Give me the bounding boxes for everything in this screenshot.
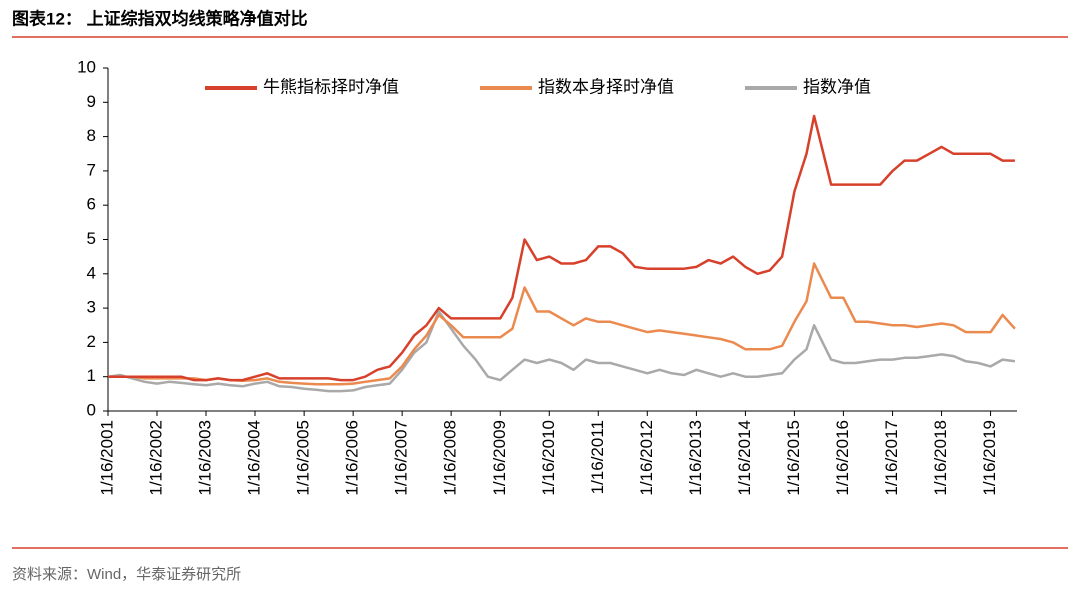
series-line bbox=[108, 262, 1016, 386]
x-tick-label: 1/16/2005 bbox=[294, 420, 313, 496]
chart-title: 图表12： 上证综指双均线策略净值对比 bbox=[12, 8, 308, 28]
x-tick-label: 1/16/2003 bbox=[195, 420, 214, 496]
x-tick-label: 1/16/2004 bbox=[244, 420, 263, 496]
x-tick-label: 1/16/2006 bbox=[343, 420, 362, 496]
x-tick-label: 1/16/2019 bbox=[980, 420, 999, 496]
x-tick-label: 1/16/2007 bbox=[392, 420, 411, 496]
x-tick-label: 1/16/2013 bbox=[686, 420, 705, 496]
y-tick-label: 1 bbox=[87, 366, 96, 385]
legend-label: 指数本身择时净值 bbox=[538, 77, 674, 96]
y-tick-label: 8 bbox=[87, 126, 96, 145]
y-tick-label: 10 bbox=[77, 57, 96, 76]
legend-label: 指数净值 bbox=[803, 77, 871, 96]
x-tick-label: 1/16/2011 bbox=[588, 420, 607, 494]
source-note: 资料来源：Wind，华泰证券研究所 bbox=[12, 566, 241, 583]
x-tick-label: 1/16/2002 bbox=[146, 420, 165, 496]
y-tick-label: 9 bbox=[87, 92, 96, 111]
y-tick-label: 5 bbox=[87, 229, 96, 248]
x-tick-label: 1/16/2009 bbox=[490, 420, 509, 496]
y-tick-label: 7 bbox=[87, 160, 96, 179]
series-line bbox=[108, 114, 1015, 382]
y-tick-label: 3 bbox=[87, 298, 96, 317]
legend-label: 牛熊指标择时净值 bbox=[263, 77, 399, 96]
x-tick-label: 1/16/2010 bbox=[539, 420, 558, 496]
x-tick-label: 1/16/2014 bbox=[735, 420, 754, 496]
y-tick-label: 0 bbox=[87, 400, 96, 419]
x-tick-label: 1/16/2012 bbox=[637, 420, 656, 496]
y-tick-label: 2 bbox=[87, 332, 96, 351]
x-tick-label: 1/16/2018 bbox=[931, 420, 950, 496]
x-tick-label: 1/16/2017 bbox=[882, 420, 901, 496]
x-tick-label: 1/16/2008 bbox=[441, 420, 460, 496]
x-tick-label: 1/16/2016 bbox=[833, 420, 852, 496]
x-tick-label: 1/16/2001 bbox=[97, 420, 116, 496]
x-tick-label: 1/16/2015 bbox=[784, 420, 803, 496]
series-line bbox=[107, 310, 1016, 393]
y-tick-label: 6 bbox=[87, 195, 96, 214]
y-tick-label: 4 bbox=[87, 263, 96, 282]
